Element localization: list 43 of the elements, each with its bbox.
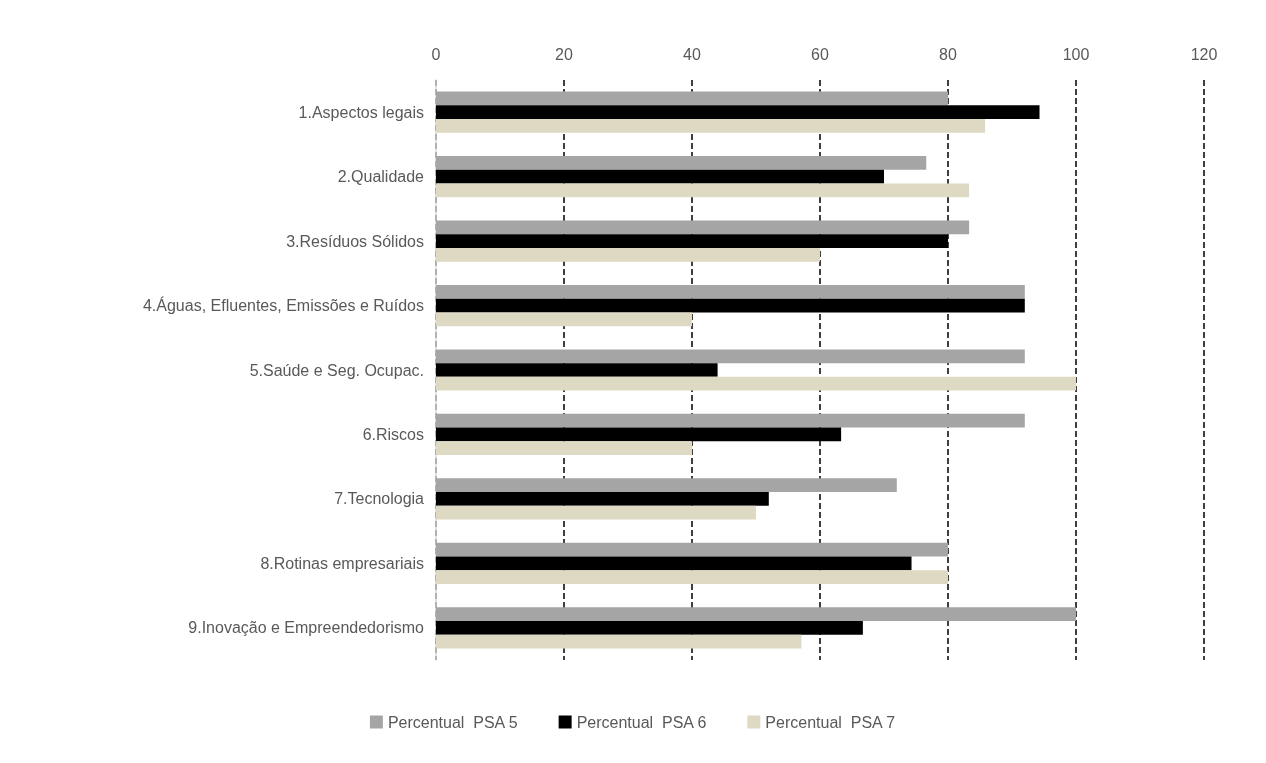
y-tick-label: 1.Aspectos legais — [298, 103, 424, 121]
y-tick-label: 8.Rotinas empresariais — [260, 554, 424, 572]
y-tick-label: 2.Qualidade — [337, 168, 425, 186]
bar — [436, 312, 692, 327]
bar — [436, 91, 948, 106]
bar — [436, 119, 986, 133]
y-tick-label: 7.Tecnologia — [334, 490, 425, 508]
bar — [436, 349, 1025, 364]
x-tick-label: 60 — [811, 45, 829, 63]
bar — [436, 607, 1076, 621]
y-tick-label: 5.Saúde e Seg. Ocupac. — [249, 361, 424, 379]
y-tick-label: 6.Riscos — [362, 425, 424, 443]
bar — [436, 492, 769, 506]
bar — [436, 478, 897, 493]
bar — [436, 570, 948, 584]
bar — [436, 169, 884, 184]
bar — [436, 542, 948, 557]
x-tick-label: 80 — [939, 45, 957, 63]
legend-label: Percentual PSA 6 — [576, 713, 707, 731]
x-tick-label: 100 — [1062, 45, 1090, 63]
bar — [436, 284, 1025, 299]
y-tick-label: 3.Resíduos Sólidos — [286, 232, 424, 250]
legend-label: Percentual PSA 7 — [765, 713, 896, 731]
bar — [436, 620, 863, 635]
bar — [436, 556, 912, 571]
y-tick-label: 9.Inovação e Empreendedorismo — [188, 619, 425, 637]
bar — [436, 183, 970, 198]
bar — [436, 441, 692, 456]
bar — [436, 634, 802, 649]
bar — [436, 363, 718, 377]
y-tick-label: 4.Águas, Efluentes, Emissões e Ruídos — [142, 296, 424, 315]
x-tick-label: 0 — [431, 45, 441, 63]
bar — [436, 413, 1025, 428]
legend-label: Percentual PSA 5 — [387, 713, 518, 731]
bar — [436, 247, 820, 262]
bar — [436, 156, 927, 170]
bar — [436, 505, 756, 520]
bar — [436, 220, 970, 235]
bar — [436, 376, 1076, 391]
x-tick-label: 20 — [555, 45, 573, 63]
bar — [436, 298, 1025, 313]
x-tick-label: 40 — [683, 45, 701, 63]
x-tick-label: 120 — [1190, 45, 1218, 63]
